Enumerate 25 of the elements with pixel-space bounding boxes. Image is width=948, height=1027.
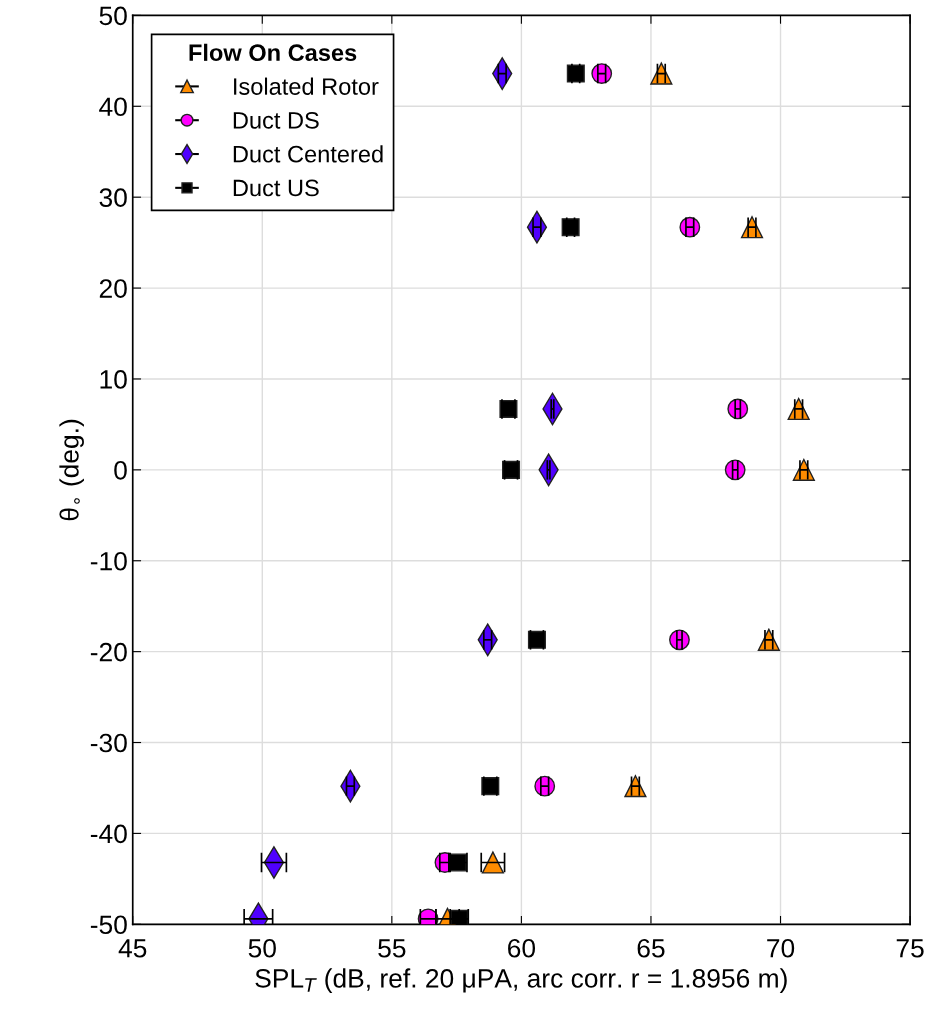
y-tick-label: -50 (90, 915, 127, 935)
y-tick-label: 0 (114, 460, 127, 480)
y-axis-title: θ$_{∘}$ (deg.) (59, 419, 84, 521)
y-tick-label: 40 (99, 97, 127, 117)
y-tick-label: 30 (99, 188, 127, 208)
legend-label: Duct Centered (233, 145, 383, 163)
x-tick-label: 50 (248, 938, 276, 958)
y-tick-label: -10 (90, 551, 127, 571)
x-tick-label: 65 (637, 938, 665, 958)
x-tick-label: 70 (767, 938, 795, 958)
y-tick-label: -20 (90, 642, 127, 662)
legend-label: Isolated Rotor (234, 77, 379, 95)
y-tick-label: -40 (90, 824, 127, 844)
legend-title: Flow On Cases (189, 43, 357, 62)
x-tick-label: 60 (508, 938, 536, 958)
x-tick-label: 55 (378, 939, 406, 958)
x-tick-label: 45 (118, 939, 147, 958)
y-tick-label: 10 (100, 370, 127, 389)
x-axis-title: SPL$_{T}$ (dB, ref. 20 μPA, arc corr. r = 1.8956 m) (255, 968, 787, 993)
y-tick-label: -30 (90, 733, 127, 753)
legend-label: Duct US (233, 179, 319, 197)
y-tick-label: 50 (99, 6, 127, 26)
x-tick-label: 75 (896, 939, 924, 958)
legend-label: Duct DS (233, 111, 319, 129)
y-tick-label: 20 (99, 279, 127, 298)
